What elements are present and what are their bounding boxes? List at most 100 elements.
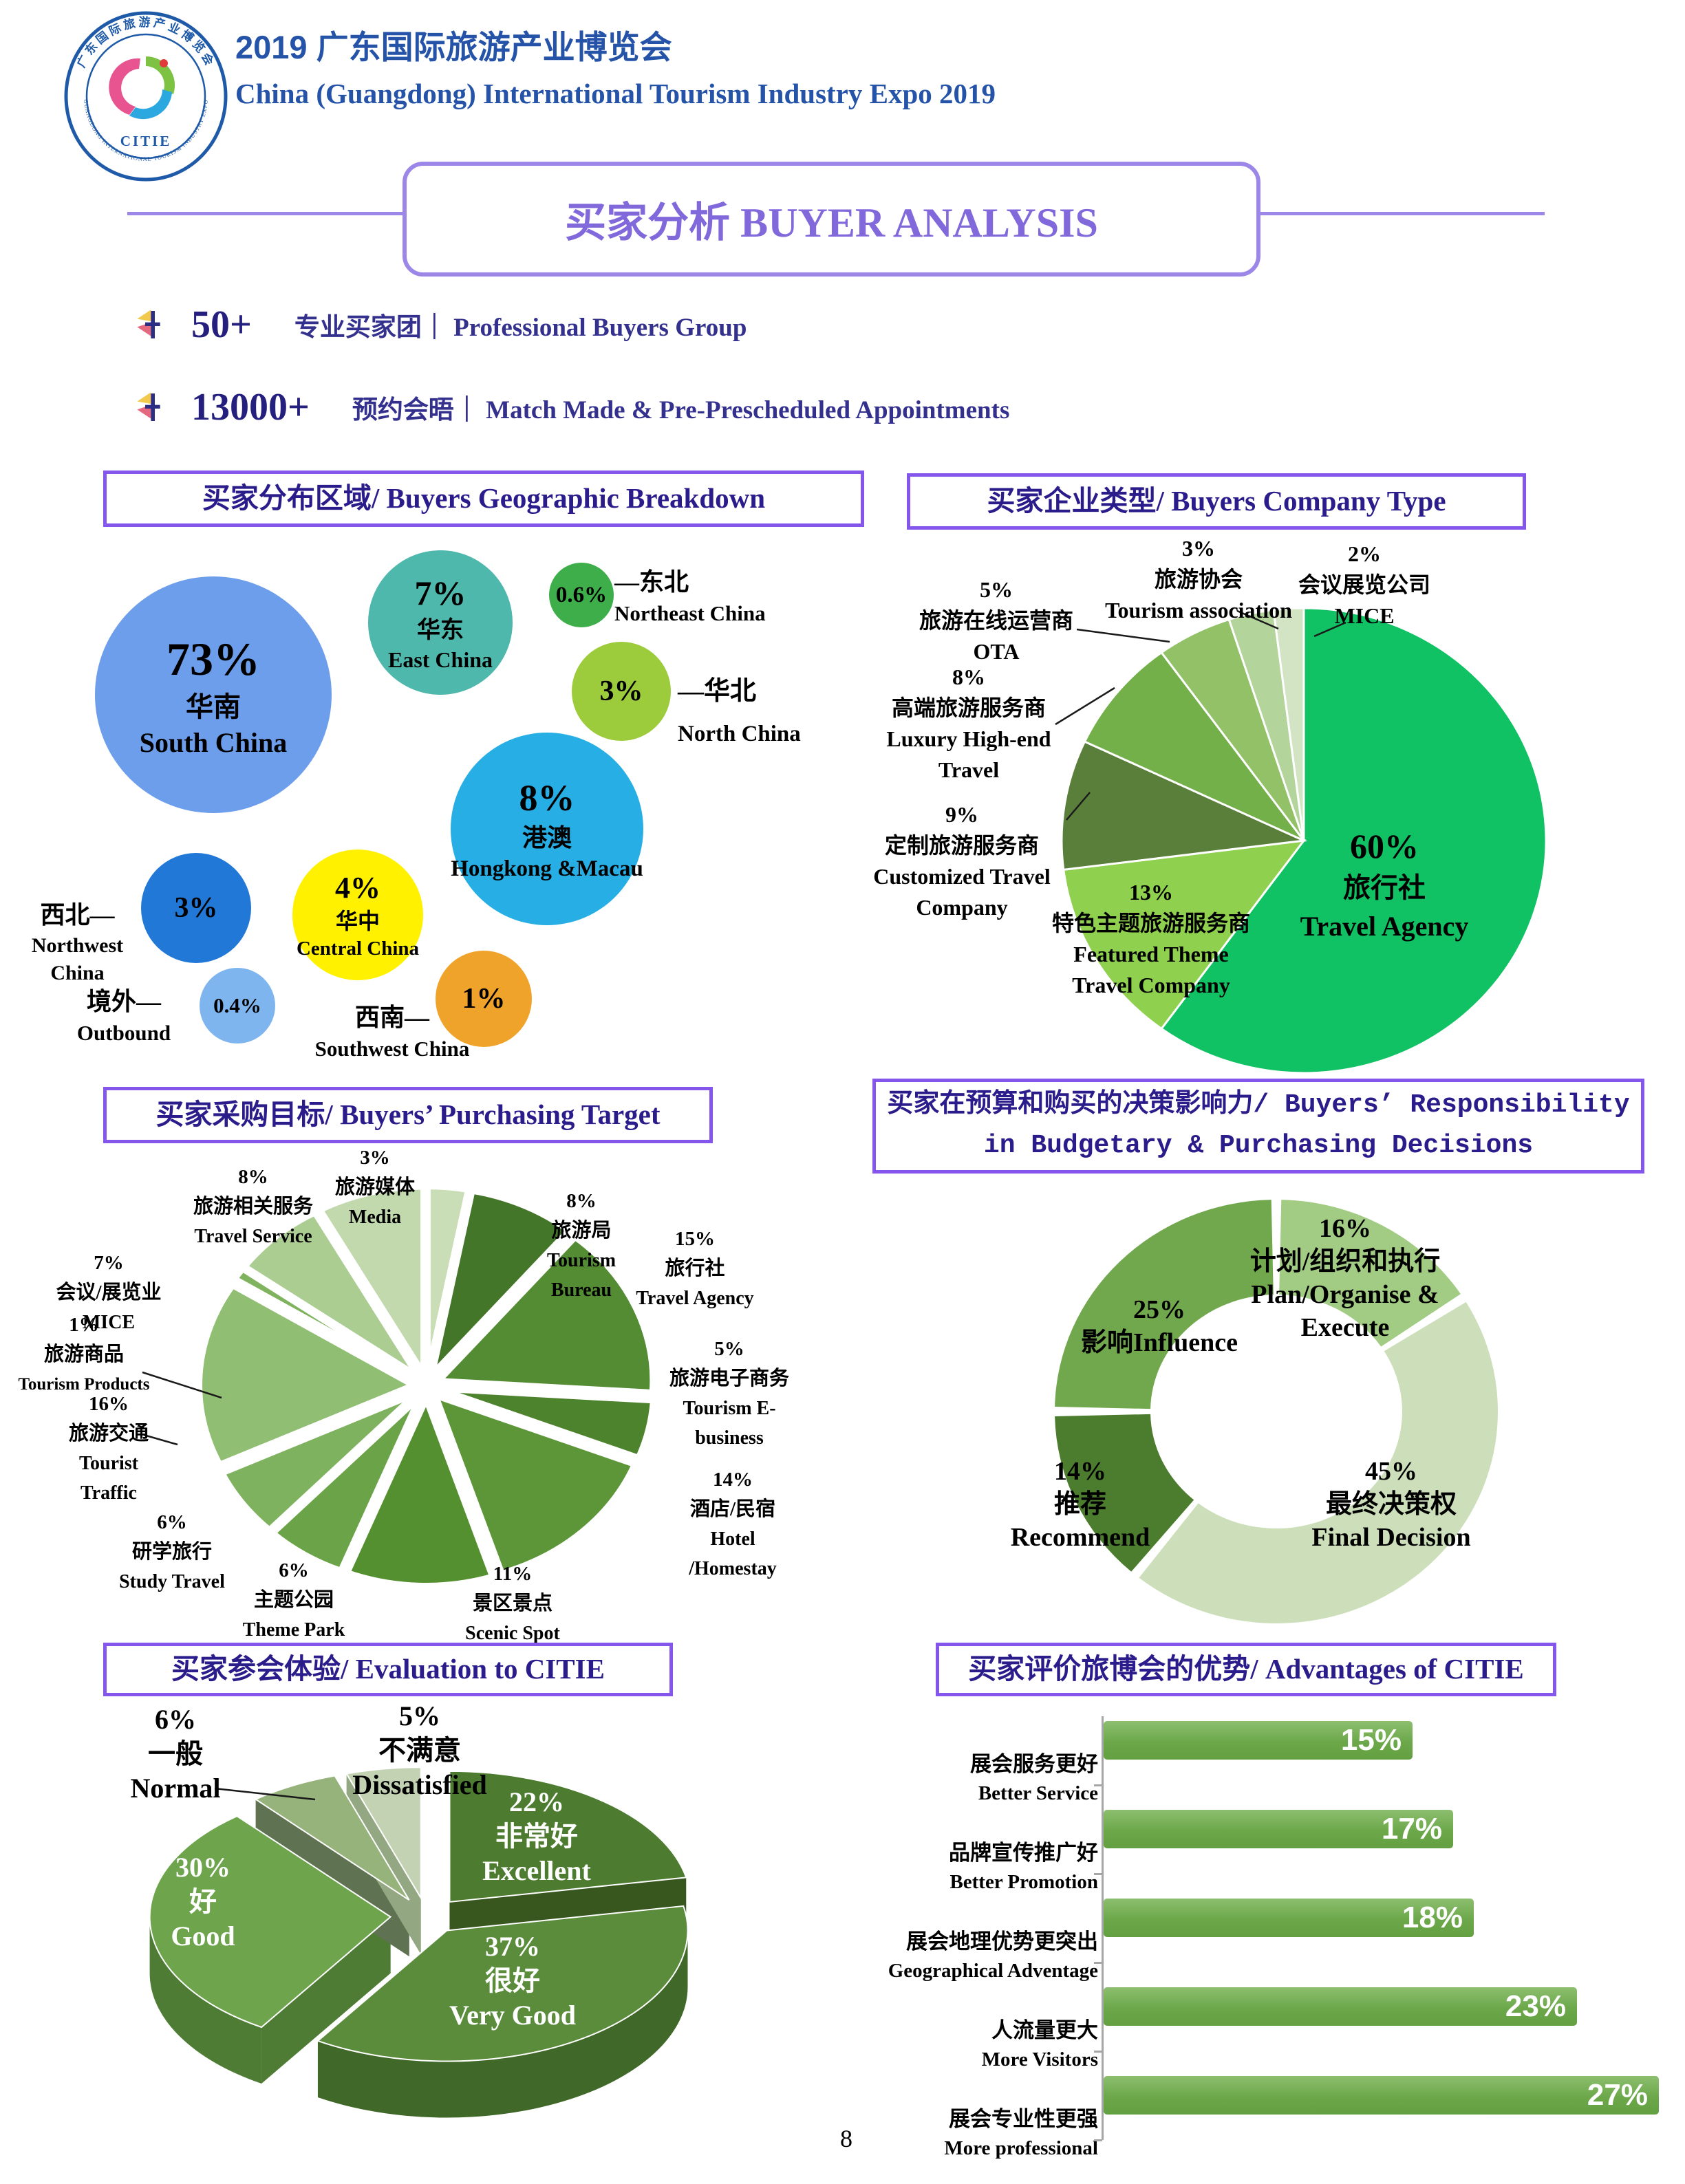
pie3d-rim-very-good	[317, 1930, 688, 2118]
eval-label-normal: 6% 一般 Normal	[93, 1702, 258, 1806]
pct: 9%	[945, 802, 978, 827]
bubble-pct: 1%	[462, 982, 506, 1015]
zh: 旅行社	[665, 1257, 725, 1279]
target-label-travel-service: 8% 旅游相关服务 Travel Service	[171, 1163, 336, 1251]
bar-category-en: More Visitors	[981, 2048, 1098, 2071]
bubble-pct: 0.6%	[555, 582, 608, 607]
label-zh: —东北	[614, 568, 689, 596]
company-label-travel-agency: 60% 旅行社 Travel Agency	[1281, 824, 1488, 945]
en: Tourist Traffic	[78, 1453, 139, 1504]
pie-slice-study-travel	[218, 1392, 418, 1533]
bar-category-en: Better Service	[978, 1782, 1098, 1804]
company-label-customized: 9% 定制旅游服务商 Customized Travel Company	[866, 799, 1058, 923]
en: Excellent	[482, 1855, 591, 1886]
pie-slice-customized	[1060, 740, 1308, 872]
bar-category-zh: 展会地理优势更突出	[906, 1929, 1098, 1954]
zh: 旅游相关服务	[193, 1196, 313, 1218]
en: Recommend	[1010, 1523, 1150, 1552]
bar-category-label: 人流量更大 More Visitors	[867, 2016, 1098, 2074]
label-en: North China	[678, 722, 801, 747]
bubble-pct: 73%	[167, 632, 260, 685]
target-label-tourist-traffic: 16% 旅游交通 Tourist Traffic	[57, 1390, 160, 1508]
pct: 5%	[714, 1338, 744, 1360]
pct: 8%	[566, 1190, 597, 1212]
pct: 15%	[675, 1228, 715, 1250]
pct: 3%	[1182, 536, 1215, 561]
bubble-pct: 8%	[519, 777, 575, 819]
section-title-text: 买家参会体验/ Evaluation to CITIE	[171, 1653, 605, 1685]
pie-slice-mice	[240, 1209, 420, 1378]
bubble-east-china: 7% 华东 East China	[368, 550, 513, 695]
bar-axis-tick	[1094, 2050, 1102, 2053]
en: Travel Agency	[1300, 911, 1469, 942]
bubble-outbound: 0.4%	[200, 968, 275, 1044]
bubble-pct: 3%	[599, 675, 643, 707]
en: Good	[171, 1921, 235, 1951]
target-label-scenic-spot: 11% 景区景点 Scenic Spot	[430, 1559, 595, 1648]
section-title-text: in Budgetary & Purchasing Decisions	[983, 1131, 1534, 1160]
bubble-pct: 7%	[414, 573, 466, 612]
bar-axis-tick	[1094, 1784, 1102, 1786]
donut-label-influence: 25% 影响Influence	[1056, 1293, 1263, 1359]
purchasing-target-pie	[197, 1184, 656, 1588]
label-zh: 西北—	[40, 901, 115, 929]
zh-en: 影响Influence	[1080, 1328, 1238, 1357]
target-label-tourism-bureau: 8% 旅游局 Tourism Bureau	[523, 1187, 640, 1305]
en: Tourism E-business	[683, 1398, 776, 1449]
en: Theme Park	[242, 1619, 345, 1641]
title-rule-right	[1252, 212, 1545, 215]
bar-more-visitors: 23%	[1104, 1987, 1577, 2026]
zh: 推荐	[1053, 1490, 1106, 1519]
donut-label-recommend: 14% 推荐 Recommend	[977, 1455, 1183, 1554]
pie-slice-mice	[1272, 607, 1305, 841]
zh: 不满意	[378, 1735, 461, 1766]
donut-label-final-decision: 45% 最终决策权 Final Decision	[1281, 1455, 1501, 1554]
en: Luxury High-end Travel	[886, 726, 1051, 782]
pie-slice-tourism-products	[230, 1265, 417, 1381]
bar-value-label: 27%	[1587, 2078, 1648, 2112]
pie-slice-travel-agency	[1159, 607, 1547, 1074]
pie3d-top-normal	[254, 1775, 410, 1901]
en: Customized Travel Company	[873, 864, 1051, 920]
pie-slice-hotel	[431, 1392, 638, 1577]
en: Normal	[130, 1773, 221, 1804]
zh: 最终决策权	[1325, 1490, 1457, 1519]
bar-value-label: 17%	[1381, 1812, 1442, 1846]
zh: 旅游局	[551, 1220, 612, 1242]
bar-value-label: 23%	[1505, 1989, 1566, 2023]
stat-buyers-group: 50+ 专业买家团｜ Professional Buyers Group	[135, 303, 747, 347]
header-title-en: China (Guangdong) International Tourism …	[235, 78, 996, 109]
zh: 研学旅行	[131, 1541, 212, 1563]
section-title-text: 买家评价旅博会的优势/ Advantages of CITIE	[968, 1653, 1524, 1685]
bar-category-zh: 展会专业性更强	[949, 2107, 1098, 2131]
pct: 30%	[175, 1852, 230, 1883]
en: Travel Service	[194, 1226, 312, 1247]
bubble-south-china: 73% 华南 South China	[95, 576, 332, 813]
bar-category-zh: 人流量更大	[991, 2018, 1098, 2042]
zh: 一般	[148, 1738, 203, 1769]
label-northwest-china: 西北— Northwest China	[3, 898, 151, 988]
pct: 11%	[493, 1563, 533, 1585]
bar-axis	[1102, 1716, 1104, 2140]
bar-axis-tick	[1094, 2139, 1102, 2141]
bubble-en: East China	[387, 647, 493, 672]
bar-category-en: Better Promotion	[949, 1871, 1098, 1893]
zh: 会议展览公司	[1298, 572, 1430, 597]
pie3d-top-dissatisfied	[345, 1766, 422, 1901]
bar-value-label: 18%	[1402, 1901, 1463, 1934]
label-southwest-china: 西南— Southwest China	[303, 1001, 482, 1063]
pie3d-top-good	[149, 1815, 392, 2029]
logo-swirl-blue	[129, 89, 172, 120]
pie3d-top-excellent	[449, 1770, 687, 1903]
en: Tourism Bureau	[546, 1250, 616, 1301]
zh: 主题公园	[253, 1589, 334, 1611]
pie3d-rim-good	[149, 1916, 262, 2084]
donut-seg-final-decision	[1139, 1301, 1499, 1624]
en: Hotel /Homestay	[689, 1528, 777, 1579]
pct: 16%	[1319, 1214, 1371, 1243]
bar-better-promotion: 17%	[1104, 1810, 1453, 1848]
company-type-pie	[1060, 607, 1547, 1074]
pie-slice-featured-theme	[1062, 839, 1307, 1030]
zh: 旅游协会	[1154, 567, 1243, 592]
